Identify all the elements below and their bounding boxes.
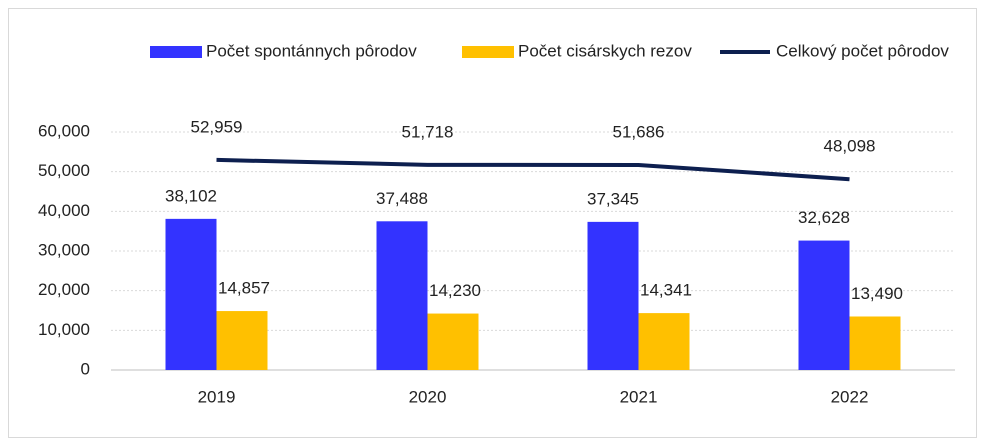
y-tick-label: 10,000 [38, 320, 90, 339]
bar [427, 313, 479, 370]
data-label: 13,490 [851, 284, 903, 303]
legend-swatch [462, 46, 514, 58]
x-tick-label: 2019 [198, 387, 236, 406]
data-label: 14,230 [429, 281, 481, 300]
data-label: 37,345 [587, 189, 639, 208]
legend-swatch [150, 46, 202, 58]
bar [638, 313, 690, 370]
legend-label: Celkový počet pôrodov [776, 41, 949, 60]
data-label: 14,857 [218, 279, 270, 298]
y-tick-label: 50,000 [38, 161, 90, 180]
data-label: 52,959 [191, 117, 243, 136]
data-label: 51,686 [613, 122, 665, 141]
bar [216, 311, 268, 370]
bar [849, 316, 901, 370]
data-label: 32,628 [798, 208, 850, 227]
y-tick-label: 30,000 [38, 240, 90, 259]
x-tick-label: 2022 [831, 387, 869, 406]
data-label: 38,102 [165, 186, 217, 205]
y-tick-label: 60,000 [38, 121, 90, 140]
bar [587, 221, 639, 370]
x-tick-label: 2021 [620, 387, 658, 406]
data-label: 48,098 [824, 137, 876, 156]
bar [165, 218, 217, 370]
data-label: 14,341 [640, 281, 692, 300]
x-tick-label: 2020 [409, 387, 447, 406]
data-label: 51,718 [402, 122, 454, 141]
legend-label: Počet spontánnych pôrodov [206, 41, 417, 60]
data-label: 37,488 [376, 189, 428, 208]
bar [798, 240, 850, 370]
y-tick-label: 0 [81, 359, 90, 378]
y-tick-label: 40,000 [38, 201, 90, 220]
line-series [216, 157, 850, 182]
y-tick-label: 20,000 [38, 280, 90, 299]
bar [376, 221, 428, 370]
legend-label: Počet cisárskych rezov [518, 41, 692, 60]
